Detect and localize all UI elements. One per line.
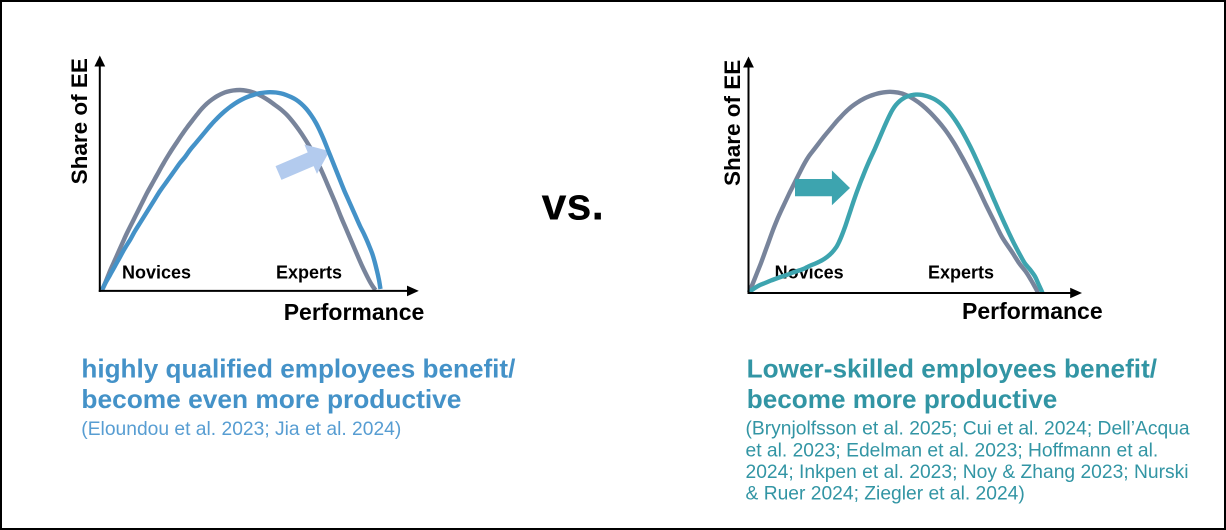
svg-text:2024; Inkpen et al. 2023; Noy: 2024; Inkpen et al. 2023; Noy & Zhang 20… xyxy=(746,462,1189,483)
svg-text:& Ruer 2024; Ziegler et al. 20: & Ruer 2024; Ziegler et al. 2024) xyxy=(746,484,1025,505)
svg-text:(Brynjolfsson et al. 2025; Cui: (Brynjolfsson et al. 2025; Cui et al. 20… xyxy=(746,419,1190,440)
svg-text:Share of EE: Share of EE xyxy=(720,60,745,186)
svg-text:Experts: Experts xyxy=(276,262,342,282)
svg-text:highly qualified employees ben: highly qualified employees benefit/ xyxy=(81,353,515,383)
svg-text:vs.: vs. xyxy=(542,179,605,230)
svg-text:Experts: Experts xyxy=(928,262,994,282)
svg-text:et al. 2023; Edelman et al. 20: et al. 2023; Edelman et al. 2023; Hoffma… xyxy=(746,440,1159,461)
svg-text:Novices: Novices xyxy=(122,262,191,282)
svg-text:Share of EE: Share of EE xyxy=(67,58,92,184)
svg-text:Lower-skilled employees benefi: Lower-skilled employees benefit/ xyxy=(747,353,1158,383)
svg-text:Performance: Performance xyxy=(962,298,1103,324)
svg-text:become more productive: become more productive xyxy=(747,384,1058,414)
svg-text:become even more productive: become even more productive xyxy=(81,384,461,414)
svg-text:Novices: Novices xyxy=(775,262,844,282)
svg-text:(Eloundou et al. 2023; Jia et: (Eloundou et al. 2023; Jia et al. 2024) xyxy=(81,419,401,440)
svg-text:Performance: Performance xyxy=(284,299,425,325)
